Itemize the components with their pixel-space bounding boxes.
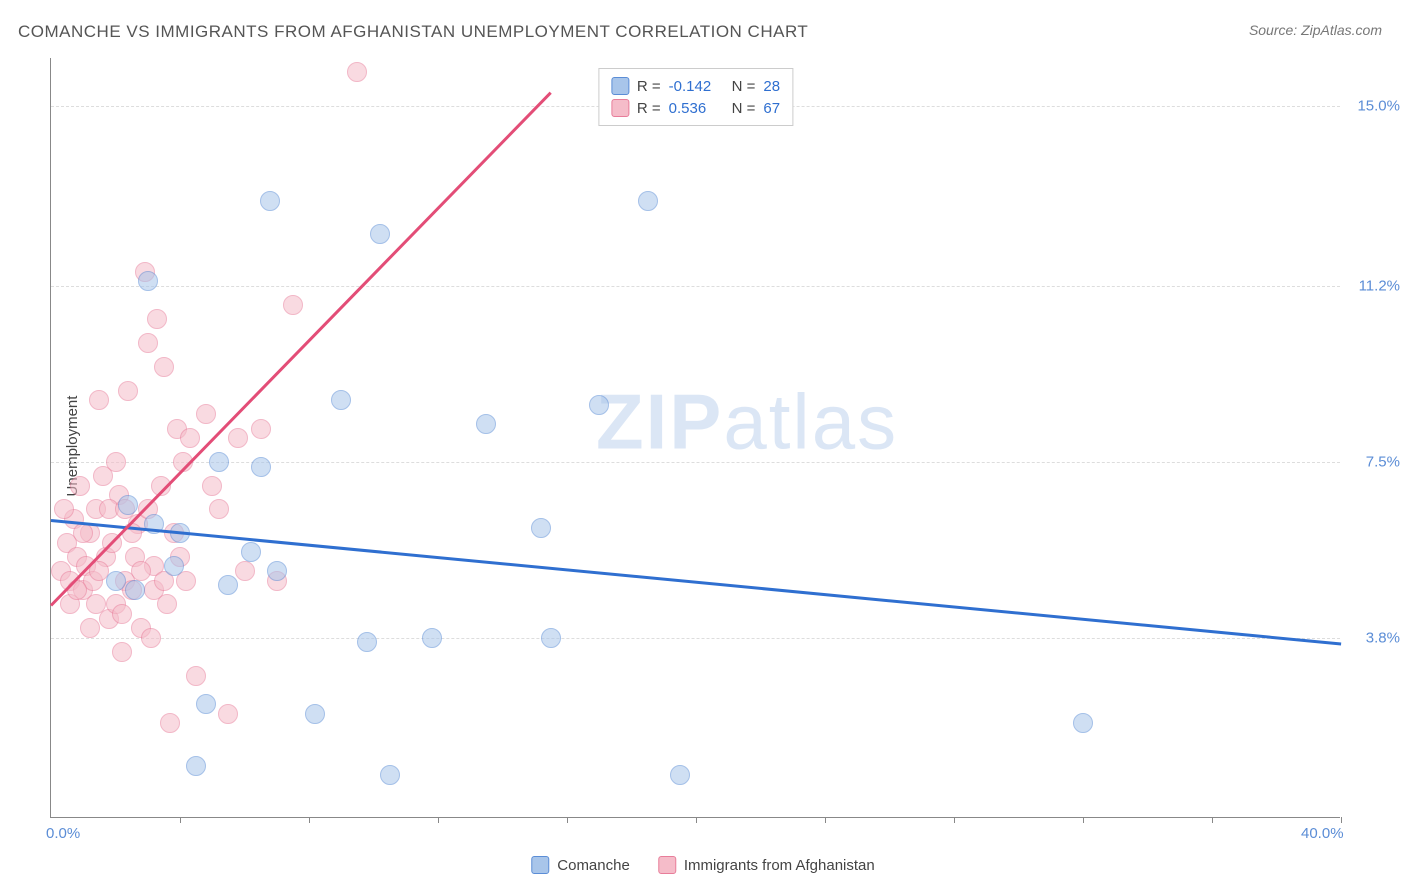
scatter-point — [638, 191, 658, 211]
scatter-point — [380, 765, 400, 785]
scatter-point — [228, 428, 248, 448]
scatter-point — [70, 476, 90, 496]
scatter-point — [251, 457, 271, 477]
x-tick-mark — [1083, 817, 1084, 823]
legend-r-label: R = — [637, 78, 661, 95]
trend-line — [51, 519, 1341, 645]
scatter-point — [106, 571, 126, 591]
legend-n-value: 67 — [763, 100, 780, 117]
scatter-point — [154, 357, 174, 377]
legend-series-label: Immigrants from Afghanistan — [684, 857, 875, 874]
x-tick-mark — [180, 817, 181, 823]
legend-swatch — [658, 856, 676, 874]
scatter-point — [260, 191, 280, 211]
x-tick-mark — [567, 817, 568, 823]
scatter-point — [241, 542, 261, 562]
legend-swatch — [531, 856, 549, 874]
y-tick-label: 15.0% — [1357, 97, 1400, 114]
legend-n-label: N = — [732, 100, 756, 117]
scatter-point — [283, 295, 303, 315]
legend-series-item: Comanche — [531, 856, 630, 874]
y-tick-label: 3.8% — [1366, 629, 1400, 646]
scatter-point — [589, 395, 609, 415]
scatter-point — [305, 704, 325, 724]
legend-r-label: R = — [637, 100, 661, 117]
scatter-point — [331, 390, 351, 410]
scatter-point — [531, 518, 551, 538]
correlation-legend: R = -0.142 N = 28 R = 0.536 N = 67 — [598, 68, 793, 126]
trend-line — [50, 92, 552, 607]
scatter-point — [218, 575, 238, 595]
chart-plot-area: ZIPatlas R =-0.142N =28R =0.536N =67 3.8… — [50, 58, 1340, 818]
gridline — [51, 286, 1340, 287]
legend-row: R = 0.536 N = 67 — [611, 97, 780, 119]
x-tick-mark — [954, 817, 955, 823]
scatter-point — [370, 224, 390, 244]
x-tick-mark — [696, 817, 697, 823]
scatter-point — [141, 628, 161, 648]
scatter-point — [209, 499, 229, 519]
scatter-point — [357, 632, 377, 652]
legend-series-label: Comanche — [557, 857, 630, 874]
scatter-point — [147, 309, 167, 329]
scatter-point — [73, 523, 93, 543]
scatter-point — [218, 704, 238, 724]
gridline — [51, 462, 1340, 463]
scatter-point — [118, 381, 138, 401]
legend-n-label: N = — [732, 78, 756, 95]
scatter-point — [267, 561, 287, 581]
legend-n-value: 28 — [763, 78, 780, 95]
x-tick-label: 0.0% — [46, 825, 80, 842]
scatter-point — [670, 765, 690, 785]
scatter-point — [422, 628, 442, 648]
legend-row: R = -0.142 N = 28 — [611, 75, 780, 97]
legend-r-value: -0.142 — [669, 78, 724, 95]
legend-series-item: Immigrants from Afghanistan — [658, 856, 875, 874]
x-tick-mark — [1212, 817, 1213, 823]
scatter-point — [138, 333, 158, 353]
gridline — [51, 638, 1340, 639]
scatter-point — [196, 404, 216, 424]
legend-r-value: 0.536 — [669, 100, 724, 117]
scatter-point — [80, 618, 100, 638]
scatter-point — [202, 476, 222, 496]
x-tick-mark — [825, 817, 826, 823]
scatter-point — [235, 561, 255, 581]
source-attribution: Source: ZipAtlas.com — [1249, 22, 1382, 38]
scatter-point — [164, 556, 184, 576]
x-tick-mark — [1341, 817, 1342, 823]
scatter-point — [186, 756, 206, 776]
watermark: ZIPatlas — [596, 377, 898, 468]
x-tick-mark — [438, 817, 439, 823]
scatter-point — [209, 452, 229, 472]
y-tick-label: 7.5% — [1366, 453, 1400, 470]
legend-swatch — [611, 99, 629, 117]
scatter-point — [54, 499, 74, 519]
scatter-point — [180, 428, 200, 448]
scatter-point — [196, 694, 216, 714]
scatter-point — [476, 414, 496, 434]
scatter-point — [86, 594, 106, 614]
series-legend: Comanche Immigrants from Afghanistan — [531, 856, 874, 874]
scatter-point — [186, 666, 206, 686]
x-tick-mark — [309, 817, 310, 823]
y-tick-label: 11.2% — [1359, 278, 1400, 295]
scatter-point — [125, 580, 145, 600]
scatter-point — [89, 390, 109, 410]
scatter-point — [118, 495, 138, 515]
chart-title: COMANCHE VS IMMIGRANTS FROM AFGHANISTAN … — [18, 22, 808, 42]
scatter-point — [160, 713, 180, 733]
scatter-point — [131, 561, 151, 581]
legend-swatch — [611, 77, 629, 95]
scatter-point — [106, 452, 126, 472]
scatter-point — [112, 604, 132, 624]
scatter-point — [541, 628, 561, 648]
scatter-point — [251, 419, 271, 439]
x-tick-label: 40.0% — [1301, 825, 1344, 842]
scatter-point — [138, 271, 158, 291]
scatter-point — [112, 642, 132, 662]
scatter-point — [347, 62, 367, 82]
scatter-point — [1073, 713, 1093, 733]
